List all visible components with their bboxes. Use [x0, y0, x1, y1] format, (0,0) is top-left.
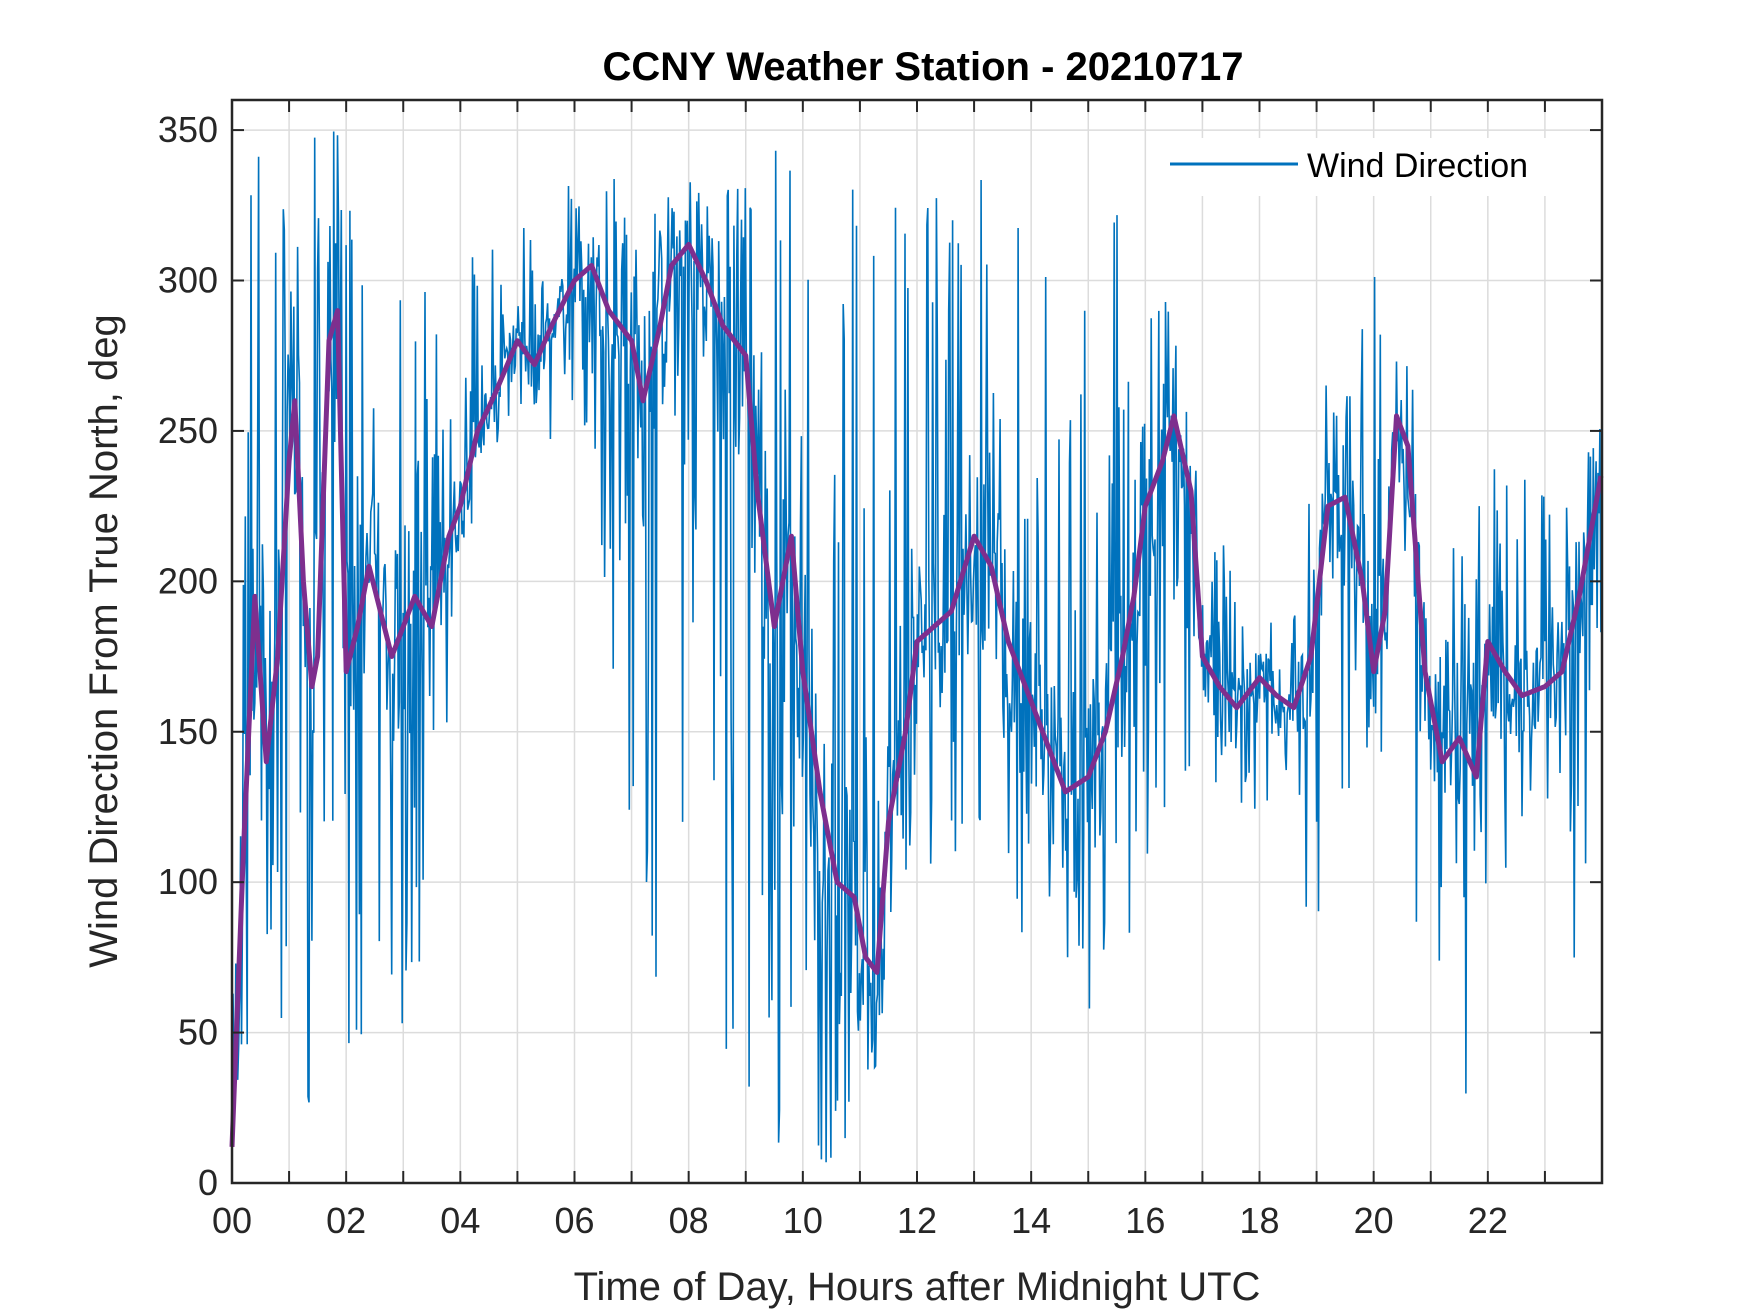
y-tick-label: 50 [178, 1012, 218, 1053]
x-tick-label: 14 [1011, 1200, 1051, 1241]
legend-entry-wind-direction: Wind Direction [1307, 147, 1528, 185]
x-axis-label: Time of Day, Hours after Midnight UTC [574, 1265, 1261, 1309]
smoothed-series [229, 241, 1604, 1147]
x-tick-label: 12 [897, 1200, 937, 1241]
smoothed-wind-direction-line [229, 241, 1604, 1147]
x-tick-labels: 00 02 04 06 08 10 12 14 16 18 20 22 [212, 1200, 1508, 1241]
x-tick-label: 04 [440, 1200, 480, 1241]
y-tick-label: 300 [158, 260, 218, 301]
x-tick-label: 10 [783, 1200, 823, 1241]
x-tick-label: 06 [554, 1200, 594, 1241]
y-tick-labels: 0 50 100 150 200 250 300 350 [158, 109, 218, 1203]
y-tick-label: 200 [158, 560, 218, 601]
x-tick-label: 18 [1239, 1200, 1279, 1241]
x-tick-label: 22 [1468, 1200, 1508, 1241]
legend-box [1150, 138, 1580, 196]
x-tick-label: 20 [1354, 1200, 1394, 1241]
y-tick-label: 0 [198, 1162, 218, 1203]
x-tick-label: 08 [669, 1200, 709, 1241]
y-tick-label: 100 [158, 861, 218, 902]
y-tick-label: 350 [158, 109, 218, 150]
y-tick-label: 150 [158, 711, 218, 752]
x-tick-label: 00 [212, 1200, 252, 1241]
y-axis-label: Wind Direction From True North, deg [82, 314, 126, 968]
x-tick-label: 16 [1125, 1200, 1165, 1241]
x-tick-label: 02 [326, 1200, 366, 1241]
legend: Wind Direction [1150, 138, 1580, 196]
axis-ticks [231, 100, 1603, 1184]
y-tick-label: 250 [158, 410, 218, 451]
chart-title: CCNY Weather Station - 20210717 [603, 45, 1244, 89]
